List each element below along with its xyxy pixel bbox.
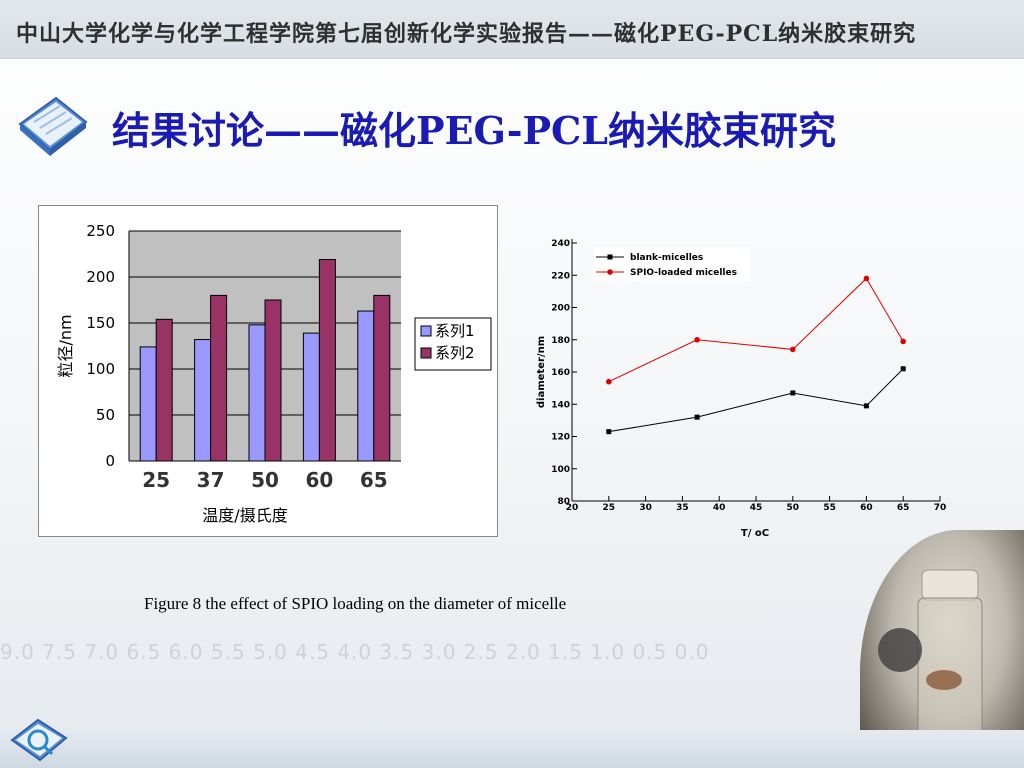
line-chart: 80 100 120 140 160 180 200 220 240 20 25 30 35 40 45 50… <box>536 239 947 539</box>
x-tick-label: 37 <box>197 468 225 492</box>
x-tick-label: 35 <box>676 503 689 513</box>
marker-blank <box>694 414 700 420</box>
bar-1 <box>248 324 266 462</box>
legend-swatch <box>420 347 432 359</box>
bar-2 <box>264 299 282 462</box>
y-tick-label: 200 <box>551 304 570 314</box>
x-tick-label: 45 <box>750 503 763 513</box>
header-bar: 中山大学化学与化学工程学院第七届创新化学实验报告——磁化PEG-PCL纳米胶束研… <box>0 0 1024 59</box>
marker-blank <box>790 390 796 396</box>
y-tick-label: 0 <box>105 452 115 470</box>
book-icon <box>18 96 88 156</box>
magnifier-book-icon <box>10 718 68 762</box>
marker-spio <box>606 378 612 385</box>
bar-1 <box>357 310 375 462</box>
bar-chart: 0 50 100 150 200 250 25 37 50 60 65 温度/摄氏度 粒径/nm 系列1 系… <box>56 222 492 525</box>
x-tick-label: 25 <box>142 468 170 492</box>
marker-spio <box>863 275 870 282</box>
y-tick-label: 100 <box>86 360 115 378</box>
figure-caption: Figure 8 the effect of SPIO loading on t… <box>144 594 567 613</box>
y-tick-label: 200 <box>86 268 115 286</box>
x-tick-label: 60 <box>860 503 873 513</box>
header-text: 中山大学化学与化学工程学院第七届创新化学实验报告——磁化PEG-PCL纳米胶束研… <box>16 21 917 47</box>
x-tick-label: 50 <box>251 468 279 492</box>
y-tick-label: 240 <box>551 239 570 249</box>
x-tick-label: 70 <box>934 503 947 513</box>
x-tick-label: 40 <box>713 503 726 513</box>
y-tick-label: 180 <box>551 336 570 346</box>
marker-blank <box>863 403 869 409</box>
y-tick-label: 160 <box>551 368 570 378</box>
bar-1 <box>302 332 320 462</box>
legend-marker <box>607 254 613 260</box>
y-tick-label: 50 <box>96 406 115 424</box>
y-tick-label: 250 <box>86 222 115 240</box>
marker-spio <box>900 338 906 345</box>
series-line-1 <box>608 368 904 433</box>
marker-blank <box>900 366 906 372</box>
legend-swatch <box>420 325 432 337</box>
y-axis-title: diameter/nm <box>536 336 547 408</box>
line-chart-panel: 80 100 120 140 160 180 200 220 240 20 25 30 35 40 45 50… <box>530 225 955 545</box>
y-tick-label: 100 <box>551 465 570 475</box>
bar-1 <box>139 346 157 462</box>
y-tick-label: 150 <box>86 314 115 332</box>
x-tick-label: 60 <box>305 468 333 492</box>
x-tick-label: 55 <box>823 503 836 513</box>
y-tick-label: 80 <box>557 497 570 507</box>
marker-spio <box>694 336 700 343</box>
x-axis-title: T/ oC <box>741 528 769 539</box>
y-tick-label: 120 <box>551 433 570 443</box>
bar-2 <box>210 294 228 462</box>
bar-1 <box>194 339 212 462</box>
bar-2 <box>155 318 173 462</box>
legend-label: 系列1 <box>435 322 475 340</box>
vial-photo <box>860 530 1024 768</box>
legend-label: 系列2 <box>435 344 475 362</box>
marker-blank <box>606 429 612 435</box>
bar-chart-panel: 0 50 100 150 200 250 25 37 50 60 65 温度/摄氏度 粒径/nm 系列1 系… <box>38 205 498 537</box>
legend-label: SPIO-loaded micelles <box>630 268 737 278</box>
y-tick-label: 220 <box>551 271 570 281</box>
legend-marker <box>607 269 613 275</box>
x-tick-label: 65 <box>897 503 910 513</box>
y-tick-label: 140 <box>551 400 570 410</box>
bar-2 <box>373 294 391 462</box>
slide-title: 结果讨论——磁化PEG-PCL纳米胶束研究 <box>112 108 837 153</box>
x-tick-label: 20 <box>566 503 579 513</box>
legend-label: blank-micelles <box>630 253 703 263</box>
series-line-2 <box>608 277 904 383</box>
legend-box <box>594 247 750 281</box>
background-axis-text: 9.0 7.5 7.0 6.5 6.0 5.5 5.0 4.5 4.0 3.5 … <box>0 640 710 662</box>
x-tick-label: 25 <box>603 503 616 513</box>
marker-spio <box>790 346 796 353</box>
bar-2 <box>318 259 336 462</box>
x-tick-label: 50 <box>787 503 800 513</box>
x-axis-title: 温度/摄氏度 <box>202 506 287 525</box>
y-axis-title: 粒径/nm <box>56 314 75 377</box>
x-tick-label: 30 <box>639 503 652 513</box>
footer-bar <box>0 730 1024 768</box>
x-tick-label: 65 <box>360 468 388 492</box>
